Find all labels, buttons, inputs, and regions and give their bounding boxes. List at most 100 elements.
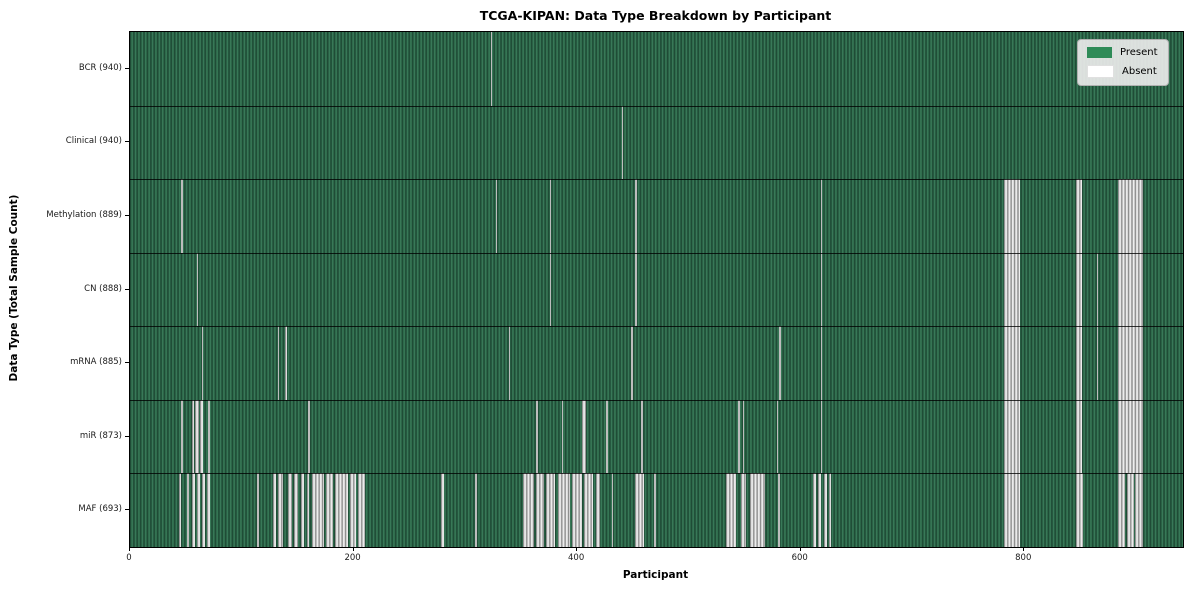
absent-stripe bbox=[1126, 473, 1135, 547]
absent-stripe bbox=[1096, 252, 1098, 327]
absent-stripe bbox=[738, 399, 740, 474]
absent-stripe bbox=[750, 473, 766, 547]
absent-stripe bbox=[581, 399, 586, 474]
absent-stripe bbox=[440, 473, 444, 547]
y-tick-mark bbox=[125, 288, 129, 290]
row-separator bbox=[130, 252, 1183, 254]
absent-stripe bbox=[1004, 179, 1021, 253]
x-tick-label: 600 bbox=[791, 553, 808, 563]
absent-stripe bbox=[1075, 252, 1083, 327]
absent-stripe bbox=[725, 473, 737, 547]
x-tick-mark bbox=[576, 547, 578, 551]
x-tick-mark bbox=[129, 547, 130, 551]
row-separator bbox=[130, 105, 1183, 107]
absent-stripe bbox=[491, 32, 493, 106]
x-axis-label: Participant bbox=[622, 569, 689, 581]
row-separator bbox=[130, 473, 1183, 475]
row-separator bbox=[130, 326, 1183, 328]
absent-stripe bbox=[742, 399, 745, 474]
absent-stripe bbox=[202, 473, 206, 547]
chart-title: TCGA-KIPAN: Data Type Breakdown by Parti… bbox=[479, 8, 832, 23]
absent-stripe bbox=[306, 473, 310, 547]
absent-stripe bbox=[606, 399, 608, 474]
absent-stripe bbox=[195, 399, 199, 474]
x-tick-label: 400 bbox=[568, 553, 585, 563]
present-swatch-icon bbox=[1087, 47, 1112, 58]
absent-stripe bbox=[273, 473, 276, 547]
absent-stripe bbox=[595, 473, 601, 547]
absent-stripe bbox=[828, 473, 832, 547]
absent-stripe bbox=[812, 473, 816, 547]
absent-stripe bbox=[475, 473, 478, 547]
x-tick-mark bbox=[799, 547, 801, 551]
legend-item-absent: Absent bbox=[1087, 65, 1158, 78]
absent-stripe bbox=[779, 326, 782, 400]
absent-stripe bbox=[523, 473, 535, 547]
absent-stripe bbox=[335, 473, 348, 547]
absent-stripe bbox=[545, 473, 556, 547]
absent-stripe bbox=[635, 252, 637, 327]
absent-stripe bbox=[1075, 399, 1083, 474]
absent-stripe bbox=[557, 473, 570, 547]
absent-stripe bbox=[621, 105, 623, 180]
absent-stripe bbox=[1096, 326, 1098, 400]
absent-stripe bbox=[1118, 399, 1144, 474]
absent-stripe bbox=[325, 473, 334, 547]
absent-stripe bbox=[358, 473, 366, 547]
absent-stripe bbox=[549, 179, 552, 253]
absent-stripe bbox=[312, 473, 325, 547]
y-tick-label: Clinical (940) bbox=[65, 136, 122, 147]
x-tick-label: 0 bbox=[126, 553, 132, 563]
absent-stripe bbox=[178, 473, 181, 547]
absent-stripe bbox=[192, 473, 195, 547]
absent-stripe bbox=[308, 399, 310, 474]
x-tick-mark bbox=[352, 547, 354, 551]
row-separator bbox=[130, 179, 1183, 181]
absent-stripe bbox=[1004, 399, 1021, 474]
heatmap-row-mRNA bbox=[130, 326, 1183, 400]
absent-stripe bbox=[277, 326, 280, 400]
absent-stripe bbox=[200, 399, 204, 474]
absent-stripe bbox=[181, 399, 184, 474]
absent-stripe bbox=[277, 473, 283, 547]
absent-stripe bbox=[301, 473, 305, 547]
y-tick-mark bbox=[125, 214, 129, 216]
absent-stripe bbox=[820, 252, 822, 327]
heatmap-plot-area bbox=[129, 31, 1184, 548]
absent-stripe bbox=[820, 179, 822, 253]
absent-stripe bbox=[201, 326, 203, 400]
absent-stripe bbox=[207, 473, 210, 547]
absent-swatch-icon bbox=[1087, 65, 1114, 78]
y-tick-label: CN (888) bbox=[84, 283, 122, 294]
absent-stripe bbox=[187, 473, 189, 547]
absent-stripe bbox=[584, 473, 594, 547]
absent-stripe bbox=[654, 473, 656, 547]
absent-stripe bbox=[818, 473, 822, 547]
heatmap-row-BCR bbox=[130, 32, 1183, 106]
absent-stripe bbox=[1118, 473, 1126, 547]
absent-stripe bbox=[349, 473, 357, 547]
y-tick-label: Methylation (889) bbox=[46, 209, 122, 220]
absent-stripe bbox=[820, 399, 822, 474]
absent-stripe bbox=[572, 473, 583, 547]
y-axis-label: Data Type (Total Sample Count) bbox=[8, 194, 20, 382]
legend-item-present: Present bbox=[1087, 47, 1158, 58]
absent-stripe bbox=[740, 473, 747, 547]
absent-stripe bbox=[549, 252, 552, 327]
absent-stripe bbox=[1118, 179, 1144, 253]
absent-stripe bbox=[1118, 326, 1144, 400]
absent-stripe bbox=[1075, 326, 1083, 400]
absent-stripe bbox=[1118, 252, 1144, 327]
absent-stripe bbox=[641, 399, 644, 474]
absent-stripe bbox=[1004, 473, 1021, 547]
absent-stripe bbox=[635, 179, 637, 253]
y-tick-label: mRNA (885) bbox=[70, 357, 122, 368]
heatmap-row-Clinical bbox=[130, 105, 1183, 180]
absent-stripe bbox=[820, 326, 822, 400]
heatmap-row-MAF bbox=[130, 473, 1183, 547]
x-tick-label: 800 bbox=[1015, 553, 1032, 563]
absent-stripe bbox=[778, 473, 781, 547]
absent-stripe bbox=[196, 473, 200, 547]
heatmap-row-CN bbox=[130, 252, 1183, 327]
heatmap-row-Methylation bbox=[130, 179, 1183, 253]
